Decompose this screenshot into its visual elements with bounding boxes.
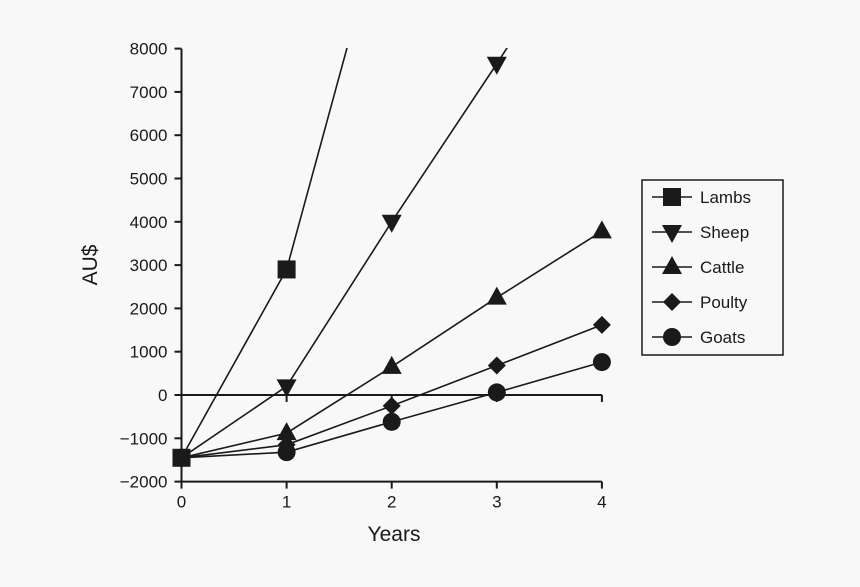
y-tick-label: 4000 bbox=[130, 213, 168, 232]
data-point-cattle bbox=[591, 220, 612, 239]
data-point-sheep bbox=[381, 214, 402, 233]
data-point-cattle bbox=[276, 422, 297, 441]
legend-marker-cattle bbox=[662, 256, 682, 274]
legend-label: Lambs bbox=[700, 188, 751, 207]
x-tick-label: 0 bbox=[177, 493, 186, 512]
data-point-goats bbox=[487, 383, 506, 402]
data-point-sheep bbox=[276, 379, 297, 398]
y-tick-label: −2000 bbox=[120, 473, 168, 492]
y-tick-label: 7000 bbox=[130, 83, 168, 102]
x-axis-label: Years bbox=[368, 523, 421, 546]
y-tick-label: −1000 bbox=[120, 429, 168, 448]
data-point-goats bbox=[277, 443, 296, 462]
data-point-lambs bbox=[277, 260, 296, 279]
y-tick-label: 6000 bbox=[130, 126, 168, 145]
y-tick-label: 0 bbox=[158, 386, 167, 405]
x-tick-label: 4 bbox=[597, 493, 606, 512]
legend-label: Poulty bbox=[700, 293, 748, 312]
legend-label: Goats bbox=[700, 328, 745, 347]
data-point-poulty bbox=[592, 315, 611, 334]
data-point-cattle bbox=[381, 355, 402, 374]
legend-label: Cattle bbox=[700, 258, 744, 277]
y-tick-label: 1000 bbox=[130, 343, 168, 362]
data-point-goats bbox=[382, 412, 401, 431]
y-axis-label: AU$ bbox=[79, 244, 102, 285]
legend-label: Sheep bbox=[700, 223, 749, 242]
data-point-cattle bbox=[486, 286, 507, 305]
legend: Lambs Sheep Cattle Poulty Goats bbox=[641, 179, 784, 356]
x-tick-label: 1 bbox=[282, 493, 291, 512]
y-tick-label: 2000 bbox=[130, 299, 168, 318]
legend-marker-poulty bbox=[663, 293, 681, 311]
x-tick-label: 3 bbox=[492, 493, 501, 512]
data-point-start bbox=[172, 448, 191, 467]
y-tick-label: 5000 bbox=[130, 170, 168, 189]
legend-marker-sheep bbox=[662, 225, 682, 243]
x-tick-label: 2 bbox=[387, 493, 396, 512]
data-point-poulty bbox=[487, 356, 506, 375]
legend-marker-goats bbox=[663, 328, 681, 346]
data-point-poulty bbox=[382, 396, 401, 415]
y-tick-label: 3000 bbox=[130, 256, 168, 275]
legend-marker-lambs bbox=[663, 188, 681, 206]
data-point-goats bbox=[592, 353, 611, 372]
y-tick-label: 8000 bbox=[130, 40, 168, 59]
data-point-sheep bbox=[486, 56, 507, 75]
